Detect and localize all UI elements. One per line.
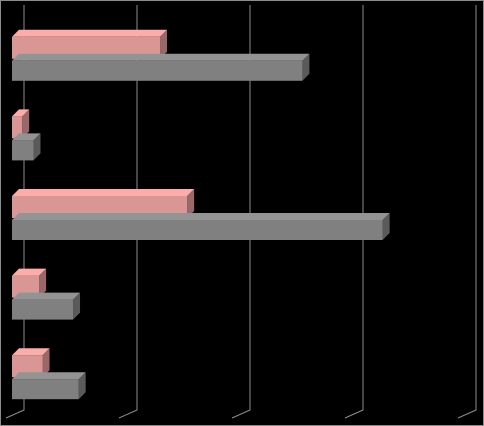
bar-top <box>12 29 168 37</box>
bar-top <box>12 133 41 141</box>
bar <box>12 299 74 320</box>
bar-side <box>73 292 81 320</box>
bar <box>12 275 40 298</box>
bar-top <box>12 189 195 196</box>
bar-top <box>12 109 30 117</box>
bar-top <box>12 53 310 61</box>
bar <box>12 36 161 59</box>
bar-side <box>22 109 30 139</box>
bar <box>12 355 43 378</box>
bar-side <box>33 133 41 161</box>
grid-line <box>344 5 364 419</box>
bar-side <box>187 189 195 218</box>
grid-line <box>118 5 138 419</box>
grid-line <box>231 5 251 419</box>
bar-side <box>302 53 310 81</box>
bar-top <box>12 292 81 300</box>
bar <box>12 220 383 240</box>
bar <box>12 116 23 139</box>
grid-line <box>457 5 477 419</box>
bar-side <box>42 348 50 378</box>
bar-side <box>160 29 168 59</box>
bar-top <box>12 348 50 356</box>
bar <box>12 196 188 218</box>
bar <box>12 379 79 400</box>
bar-top <box>12 372 86 380</box>
bar-top <box>12 268 47 276</box>
bar <box>12 140 34 161</box>
bar <box>12 60 303 81</box>
bar-side <box>382 213 390 240</box>
bar-top <box>12 213 390 220</box>
bar-side <box>78 372 86 400</box>
bar-side <box>39 268 47 298</box>
